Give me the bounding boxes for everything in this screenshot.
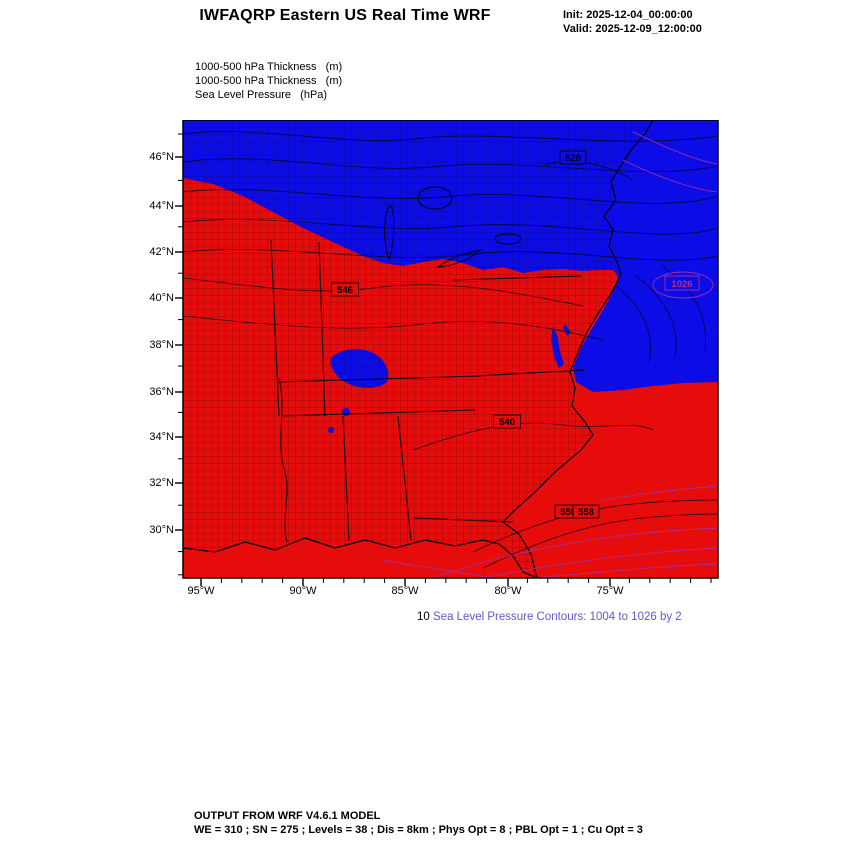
slp-contours xyxy=(382,131,718,578)
contour-label-540: 540 xyxy=(493,414,521,429)
contour-labels: 546 540 558 558 528 xyxy=(331,150,700,519)
lon-label-80w: 80°W xyxy=(494,585,522,597)
lat-label-30n: 30°N xyxy=(149,524,174,536)
legend-line-thickness-2: 1000-500 hPa Thickness (m) xyxy=(195,75,343,87)
svg-text:558: 558 xyxy=(560,507,576,518)
contour-label-528: 528 xyxy=(559,150,587,165)
contour-label-546: 546 xyxy=(331,282,359,297)
valid-time: Valid: 2025-12-09_12:00:00 xyxy=(563,22,702,35)
svg-text:546: 546 xyxy=(337,285,353,296)
legend-line-slp: Sea Level Pressure (hPa) xyxy=(195,89,328,101)
init-time: Init: 2025-12-04_00:00:00 xyxy=(563,9,693,21)
model-info-footer: OUTPUT FROM WRF V4.6.1 MODEL WE = 310 ; … xyxy=(194,809,643,837)
axis-ticks xyxy=(175,133,712,586)
lat-label-44n: 44°N xyxy=(149,200,174,212)
lat-label-36n: 36°N xyxy=(149,386,174,398)
lon-label-90w: 90°W xyxy=(289,585,317,597)
thickness-contours xyxy=(183,131,718,569)
contour-label-1026: 1026 xyxy=(664,275,700,291)
lake-ontario xyxy=(494,233,522,245)
svg-text:528: 528 xyxy=(565,153,581,164)
map-svg: 546 540 558 558 528 xyxy=(175,120,719,586)
svg-text:540: 540 xyxy=(499,417,515,428)
model-config-line: WE = 310 ; SN = 275 ; Levels = 38 ; Dis … xyxy=(194,824,643,836)
map-frame xyxy=(182,120,719,579)
field-legend: 1000-500 hPa Thickness (m) 1000-500 hPa … xyxy=(195,60,342,102)
lon-label-95w: 95°W xyxy=(187,585,215,597)
lake-erie xyxy=(436,249,483,268)
lon-label-85w: 85°W xyxy=(391,585,419,597)
plot-title: IWFAQRP Eastern US Real Time WRF xyxy=(199,7,491,24)
state-borders xyxy=(270,239,586,543)
legend-line-thickness-1: 1000-500 hPa Thickness (m) xyxy=(195,61,343,73)
lon-label-75w: 75°W xyxy=(596,585,624,597)
contour-label-558b: 558 xyxy=(572,504,600,519)
svg-text:558: 558 xyxy=(578,507,594,518)
lat-label-46n: 46°N xyxy=(149,151,174,163)
caption-text: Sea Level Pressure Contours: 1004 to 102… xyxy=(433,611,682,623)
land-county-grid xyxy=(183,120,654,578)
lat-label-34n: 34°N xyxy=(149,431,174,443)
lat-label-42n: 42°N xyxy=(149,246,174,258)
slp-contour-caption: 10 Sea Level Pressure Contours: 1004 to … xyxy=(417,610,682,624)
lat-label-32n: 32°N xyxy=(149,477,174,489)
svg-text:1026: 1026 xyxy=(671,279,692,290)
lake-michigan xyxy=(384,205,395,262)
lat-label-38n: 38°N xyxy=(149,339,174,351)
init-valid-block: Init: 2025-12-04_00:00:00 Valid: 2025-12… xyxy=(563,9,702,36)
caption-prefix: 10 xyxy=(417,611,430,623)
model-version-line: OUTPUT FROM WRF V4.6.1 MODEL xyxy=(194,810,381,822)
lat-label-40n: 40°N xyxy=(149,292,174,304)
